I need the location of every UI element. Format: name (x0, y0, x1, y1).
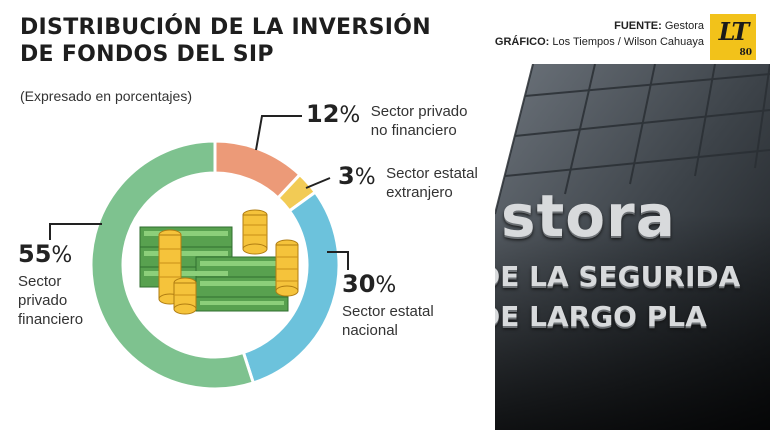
unit-privado-no-financiero: % (339, 103, 361, 128)
donut-slices (89, 139, 341, 391)
leader-line-estatal-extranjero (305, 177, 331, 189)
slice-privado-financiero (89, 139, 256, 391)
chart-title-line-2: DE FONDOS DEL SIP (20, 42, 274, 67)
label-privado-no-financiero: 12% Sector privado no financiero (306, 100, 467, 140)
name-privado-financiero: Sector privado financiero (18, 272, 83, 329)
leader-lines (49, 115, 349, 270)
name-line: privado (18, 292, 68, 309)
sign-gestora: stora (501, 182, 676, 250)
name-estatal-nacional: Sector estatal nacional (342, 302, 434, 340)
name-line: financiero (18, 311, 84, 328)
source-credit: FUENTE: Gestora (495, 18, 704, 34)
name-line: Sector estatal (386, 165, 478, 182)
unit-estatal-extranjero: % (354, 165, 376, 190)
leader-line-privado-no-financiero (255, 115, 302, 151)
value-privado-no-financiero: 12 (306, 100, 340, 128)
name-line: Sector privado (370, 103, 468, 120)
name-line: no financiero (370, 122, 457, 139)
value-estatal-nacional: 30 (342, 270, 376, 298)
name-estatal-extranjero: Sector estatal extranjero (386, 164, 478, 202)
value-estatal-extranjero: 3 (338, 162, 355, 190)
graphic-value: Los Tiempos / Wilson Cahuaya (552, 36, 704, 48)
building-facade-image (495, 64, 770, 430)
name-privado-no-financiero: Sector privado no financiero (371, 102, 468, 140)
sign-line-2: DE LA SEGURIDA (495, 260, 741, 293)
leader-line-privado-financiero (49, 223, 102, 240)
gestora-building-photo: stora DE LA SEGURIDA DE LARGO PLA (495, 64, 770, 430)
chart-subtitle: (Expresado en porcentajes) (20, 88, 192, 104)
los-tiempos-logo: LT 80 (710, 14, 756, 60)
source-value: Gestora (664, 20, 704, 32)
graphic-label: GRÁFICO: (494, 36, 550, 48)
graphic-credit: GRÁFICO: Los Tiempos / Wilson Cahuaya (495, 34, 704, 50)
name-line: Sector estatal (342, 303, 434, 320)
chart-title: DISTRIBUCIÓN DE LA INVERSIÓN DE FONDOS D… (20, 14, 431, 68)
logo-letters: LT (718, 17, 750, 46)
label-privado-financiero: 55% Sector privado financiero (18, 240, 83, 329)
money-stack-icon (139, 209, 299, 315)
name-line: nacional (342, 322, 398, 339)
name-line: extranjero (386, 184, 453, 201)
source-label: FUENTE: (614, 20, 662, 32)
label-estatal-extranjero: 3% Sector estatal extranjero (338, 162, 478, 202)
leader-line-estatal-nacional (327, 251, 349, 270)
name-line: Sector (18, 273, 62, 290)
credits: FUENTE: Gestora GRÁFICO: Los Tiempos / W… (495, 18, 704, 50)
unit-privado-financiero: % (51, 243, 73, 268)
unit-estatal-nacional: % (375, 273, 397, 298)
chart-title-line-1: DISTRIBUCIÓN DE LA INVERSIÓN (20, 15, 431, 40)
label-estatal-nacional: 30% Sector estatal nacional (342, 270, 434, 340)
logo-number: 80 (739, 48, 752, 58)
sign-line-3: DE LARGO PLA (495, 300, 707, 333)
value-privado-financiero: 55 (18, 240, 52, 268)
